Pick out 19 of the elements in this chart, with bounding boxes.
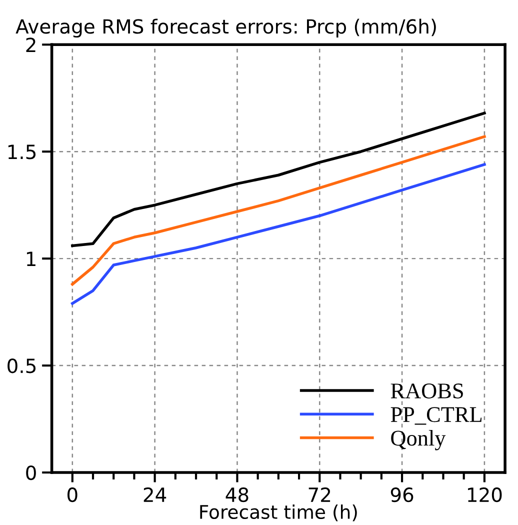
x-tick-label: 48 — [226, 487, 248, 502]
x-axis-title: Forecast time (h) — [200, 504, 357, 522]
x-tick-label: 72 — [308, 487, 330, 502]
y-tick-label: 2 — [26, 38, 36, 52]
line-series — [71, 112, 486, 248]
y-tick-label: 0 — [26, 465, 36, 480]
legend-label: RAOBS — [390, 384, 463, 398]
y-tick-label: 1.5 — [8, 144, 36, 160]
legend-label: PP_CTRL — [390, 407, 482, 425]
line-series — [71, 163, 486, 305]
x-tick-label: 0 — [68, 487, 78, 502]
x-tick-label: 96 — [390, 487, 414, 502]
y-tick-label: 1 — [26, 252, 36, 266]
line-series — [71, 135, 486, 286]
legend-label: Qonly — [391, 430, 446, 450]
x-tick-label: 120 — [468, 487, 502, 502]
x-tick-label: 24 — [144, 487, 166, 502]
y-tick-label: 0.5 — [8, 358, 36, 374]
chart-title: Average RMS forecast errors: Prcp (mm/6h) — [16, 18, 436, 38]
